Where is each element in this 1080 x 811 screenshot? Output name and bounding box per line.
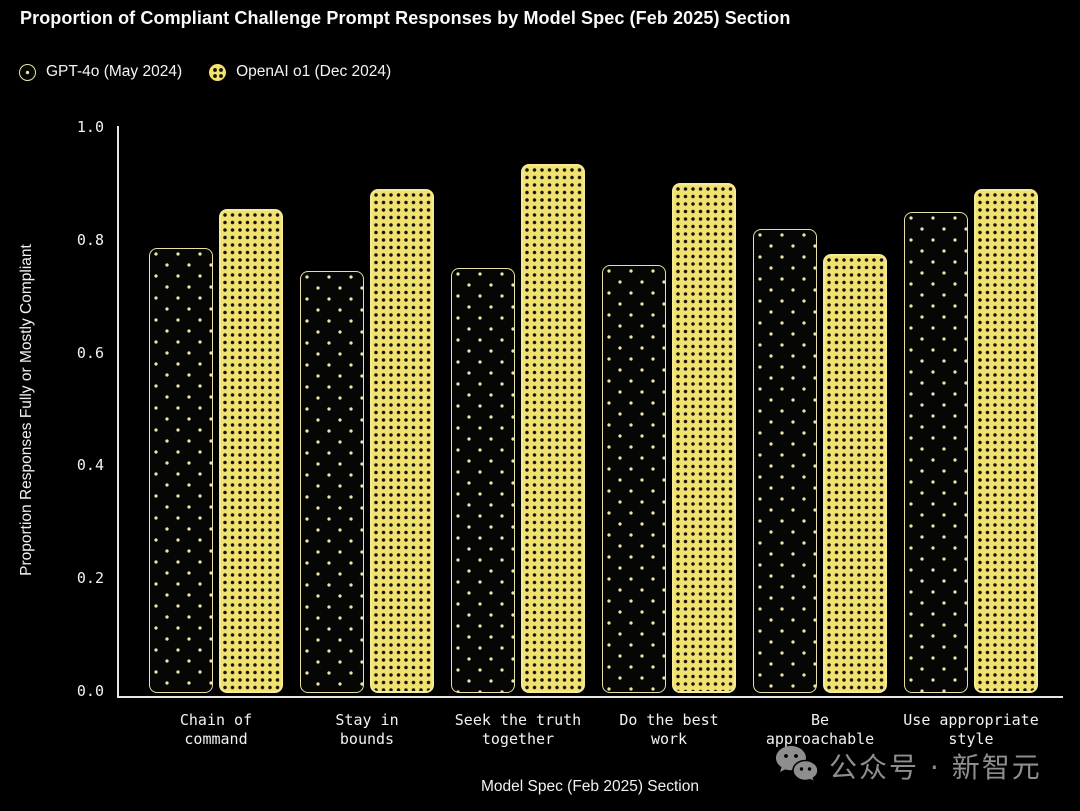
y-tick-label: 0.0 xyxy=(76,682,104,700)
x-axis-title: Model Spec (Feb 2025) Section xyxy=(481,778,699,795)
category-label: Use appropriate style xyxy=(903,711,1039,748)
gpt4o-swatch-icon xyxy=(19,63,36,81)
legend-label-gpt4o: GPT-4o (May 2024) xyxy=(46,63,183,80)
bar-gpt4o-2 xyxy=(300,271,364,693)
bar-gpt4o-4 xyxy=(602,265,666,693)
y-axis-line xyxy=(117,126,119,698)
y-tick-label: 1.0 xyxy=(76,118,104,136)
y-tick-label: 0.2 xyxy=(76,569,104,588)
bar-o1-5 xyxy=(823,254,887,693)
wechat-icon xyxy=(776,746,819,784)
legend-item-gpt4o: GPT-4o (May 2024) xyxy=(19,63,182,81)
bar-gpt4o-1 xyxy=(149,248,213,693)
legend-label-o1: OpenAI o1 (Dec 2024) xyxy=(236,63,392,80)
legend: GPT-4o (May 2024) OpenAI o1 (Dec 2024) xyxy=(19,63,391,81)
bar-o1-1 xyxy=(219,209,283,693)
category-label: Stay in bounds xyxy=(335,711,399,748)
o1-swatch-icon xyxy=(209,63,227,81)
y-tick-label: 0.4 xyxy=(76,456,104,475)
watermark-text: 公众号 · 新智元 xyxy=(829,751,1042,784)
y-axis-title: Proportion Responses Fully or Mostly Com… xyxy=(18,244,35,576)
category-label: Seek the truth together xyxy=(454,711,582,748)
category-label: Do the best work xyxy=(619,711,719,748)
chart-title: Proportion of Compliant Challenge Prompt… xyxy=(20,8,791,28)
category-label: Chain of command xyxy=(179,711,253,748)
bar-o1-3 xyxy=(521,164,585,693)
y-tick-label: 0.8 xyxy=(76,230,104,249)
y-tick-label: 0.6 xyxy=(76,343,104,362)
x-axis-line xyxy=(117,696,1063,698)
category-label: Be approachable xyxy=(765,711,875,748)
bar-gpt4o-3 xyxy=(451,268,515,693)
watermark: 公众号 · 新智元 xyxy=(775,745,1042,787)
bar-gpt4o-5 xyxy=(753,229,817,693)
bar-o1-4 xyxy=(672,183,736,693)
bar-o1-2 xyxy=(370,189,434,693)
bar-gpt4o-6 xyxy=(904,212,968,693)
bar-o1-6 xyxy=(974,189,1038,693)
legend-item-o1: OpenAI o1 (Dec 2024) xyxy=(209,63,391,81)
